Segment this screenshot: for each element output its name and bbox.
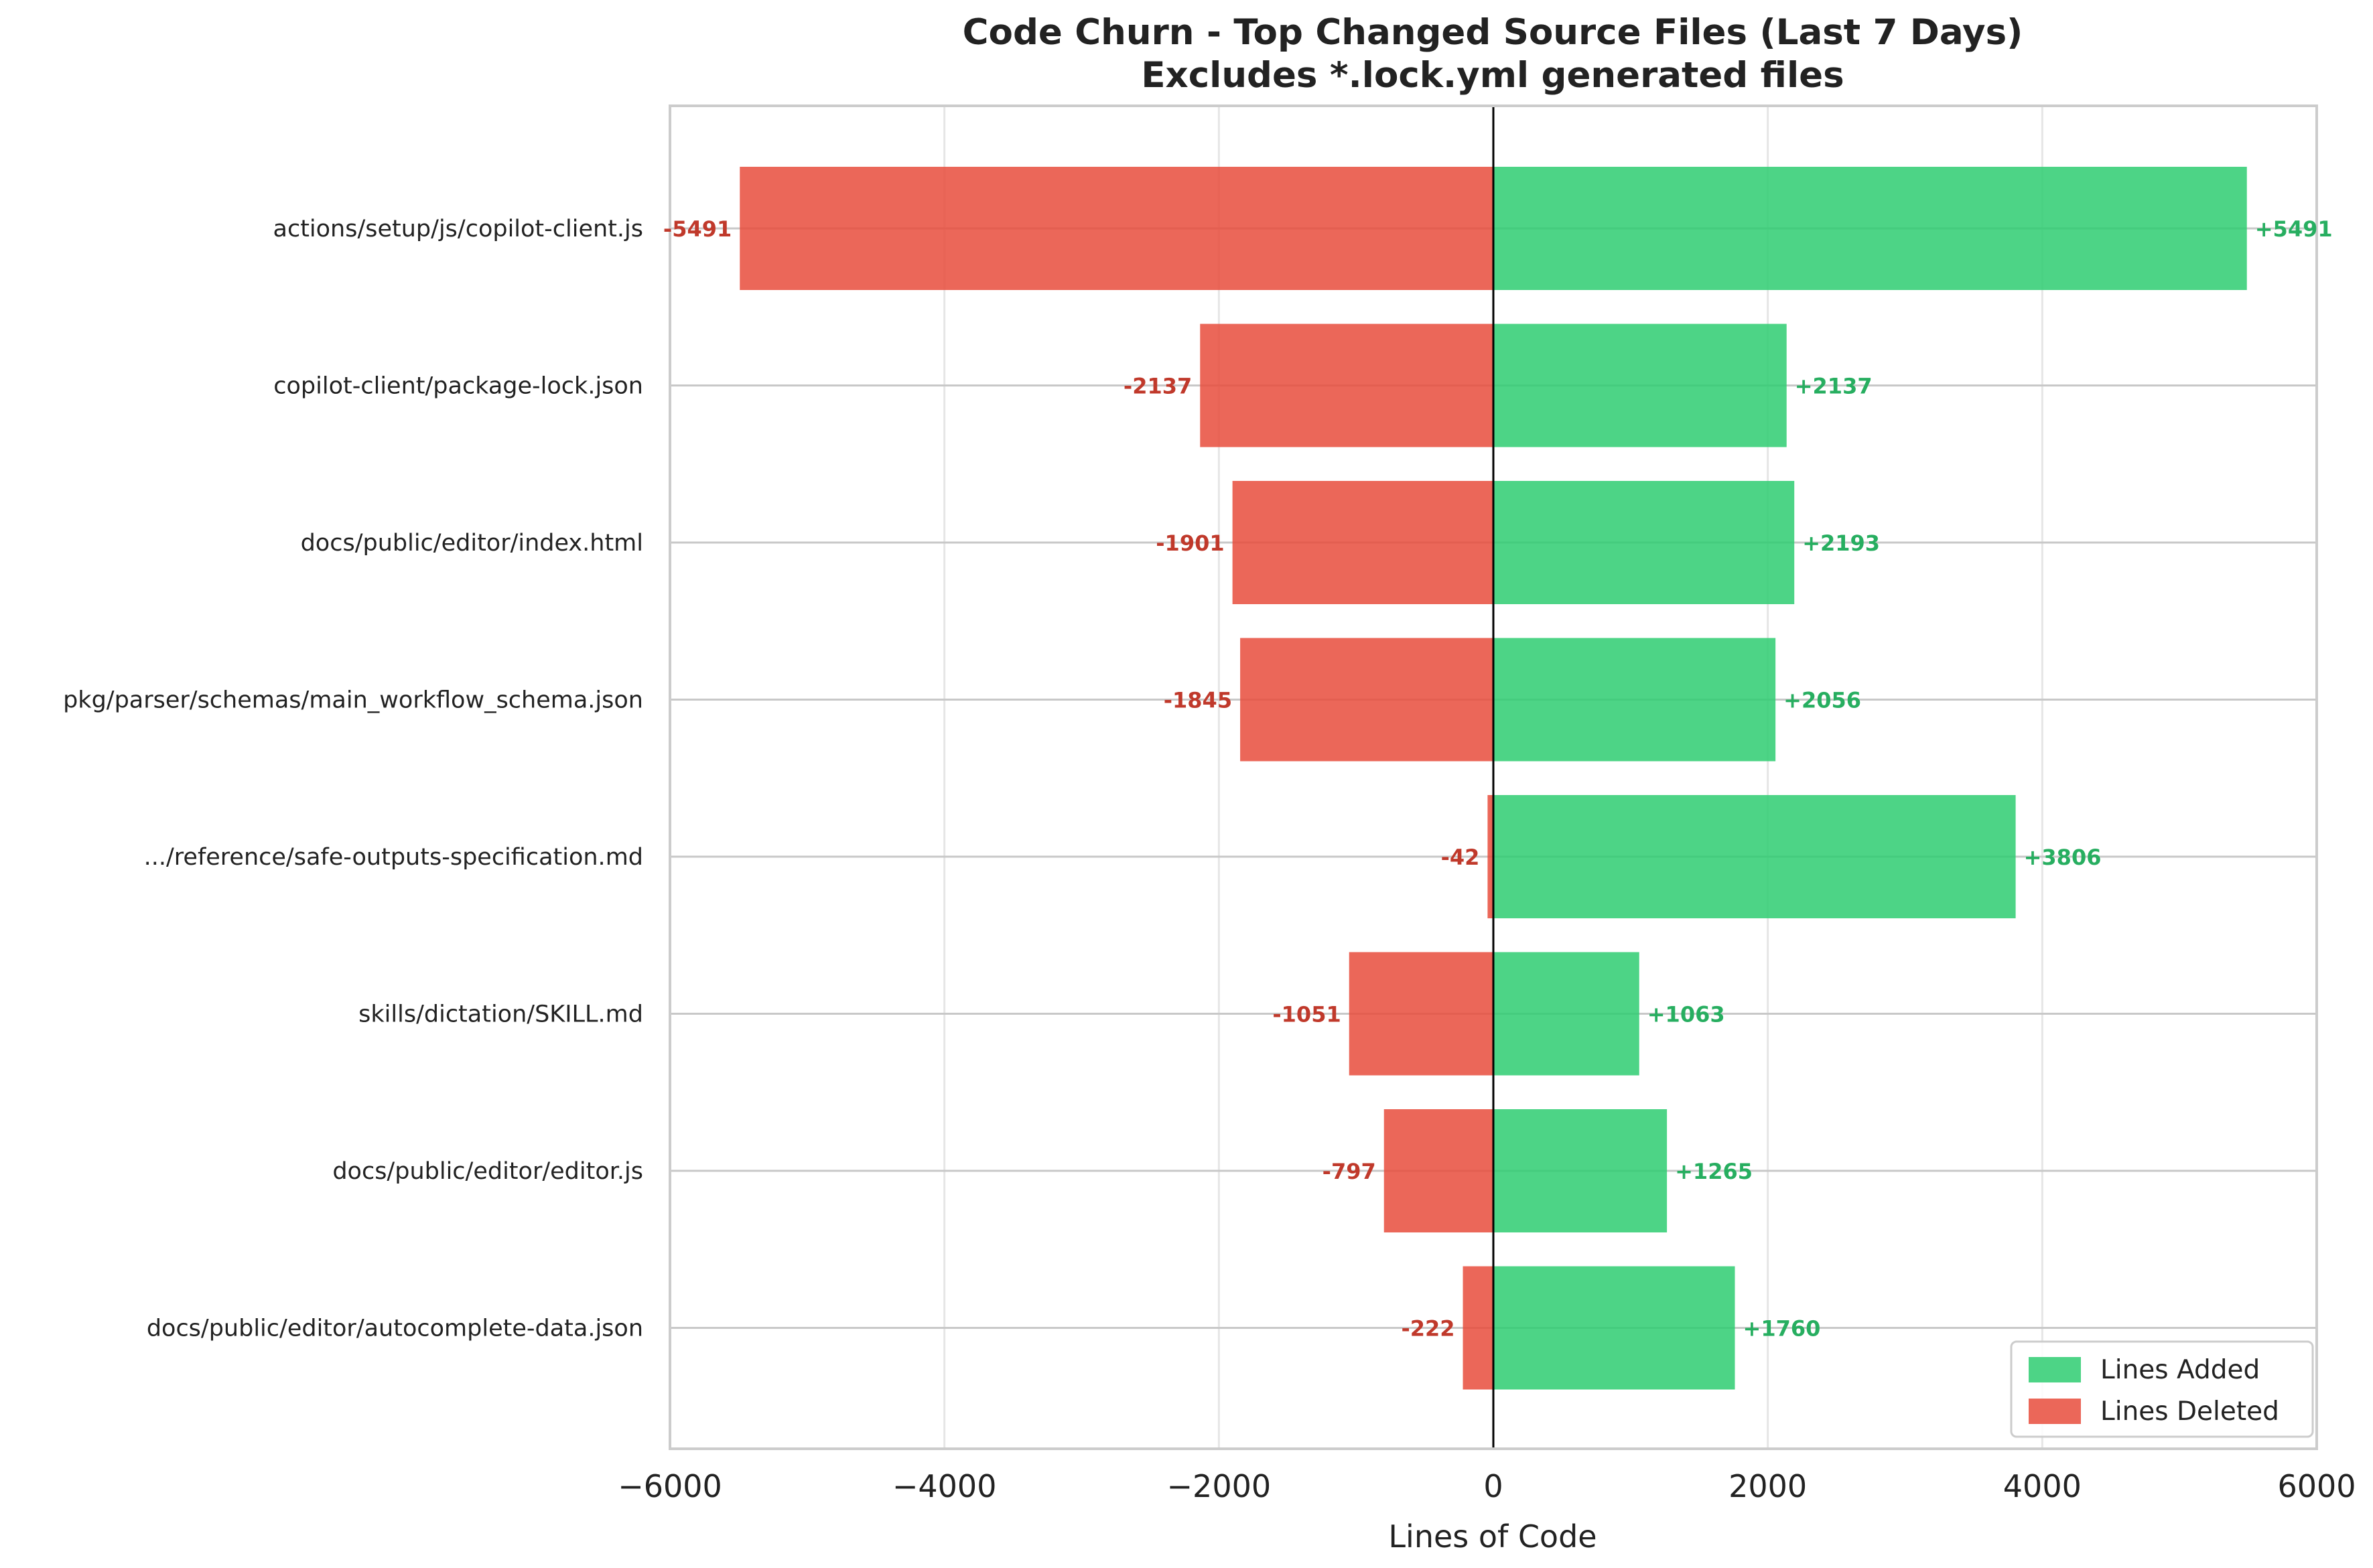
x-tick-label: 2000 <box>1728 1468 1807 1504</box>
data-label-lines-added-7: +1265 <box>1675 1159 1753 1184</box>
data-label-lines-added-2: +2137 <box>1795 374 1873 399</box>
data-label-lines-deleted-5: -42 <box>1441 845 1480 870</box>
x-tick-label: 0 <box>1483 1468 1503 1504</box>
bar-lines-deleted-5 <box>1487 795 1493 918</box>
x-tick-label: −6000 <box>618 1468 722 1504</box>
data-label-lines-added-1: +5491 <box>2255 216 2333 242</box>
bar-lines-added-5 <box>1493 795 2016 918</box>
legend-box <box>2010 1340 2314 1438</box>
bar-lines-added-4 <box>1493 638 1776 762</box>
x-tick-label: 4000 <box>2003 1468 2082 1504</box>
legend-label-lines-added: Lines Added <box>2100 1355 2260 1385</box>
bar-lines-added-3 <box>1493 481 1795 604</box>
bar-lines-added-1 <box>1493 167 2247 290</box>
bar-lines-added-6 <box>1493 952 1639 1076</box>
x-axis-ticks: −6000 −4000 −2000 0 2000 4000 6000 <box>618 1468 2356 1504</box>
data-label-lines-deleted-2: -2137 <box>1124 374 1192 399</box>
chart-subtitle: Excludes *.lock.yml generated files <box>1141 55 1844 96</box>
bar-lines-added-7 <box>1493 1109 1668 1232</box>
y-tick-label: docs/public/editor/autocomplete-data.jso… <box>147 1315 643 1342</box>
bars <box>740 167 2247 1390</box>
x-tick-label: −2000 <box>1167 1468 1272 1504</box>
data-label-lines-added-4: +2056 <box>1783 688 1861 713</box>
data-label-lines-deleted-1: -5491 <box>663 216 732 242</box>
data-label-lines-deleted-4: -1845 <box>1164 688 1232 713</box>
bar-lines-deleted-6 <box>1349 952 1493 1076</box>
data-label-lines-deleted-8: -222 <box>1401 1316 1454 1342</box>
y-tick-label: docs/public/editor/index.html <box>301 530 643 557</box>
x-tick-label: 6000 <box>2277 1468 2356 1504</box>
x-tick-label: −4000 <box>892 1468 997 1504</box>
data-label-lines-deleted-7: -797 <box>1323 1159 1376 1184</box>
data-label-lines-added-3: +2193 <box>1802 530 1880 556</box>
plot-frame <box>669 104 2318 1450</box>
bar-lines-deleted-8 <box>1463 1266 1493 1390</box>
bar-lines-added-8 <box>1493 1266 1735 1390</box>
y-tick-label: .../reference/safe-outputs-specification… <box>144 844 643 871</box>
bar-lines-deleted-7 <box>1383 1109 1493 1232</box>
data-label-lines-added-8: +1760 <box>1743 1316 1821 1342</box>
y-tick-label: skills/dictation/SKILL.md <box>358 1001 643 1028</box>
data-label-lines-added-6: +1063 <box>1647 1002 1725 1027</box>
y-tick-label: pkg/parser/schemas/main_workflow_schema.… <box>63 687 643 714</box>
legend-swatch-lines-deleted <box>2029 1399 2081 1424</box>
y-tick-label: docs/public/editor/editor.js <box>332 1158 643 1185</box>
y-tick-label: copilot-client/package-lock.json <box>273 373 643 400</box>
legend-label-lines-deleted: Lines Deleted <box>2100 1397 2279 1427</box>
data-label-lines-added-5: +3806 <box>2024 845 2102 870</box>
legend: Lines Added Lines Deleted <box>2010 1340 2314 1438</box>
bar-lines-added-2 <box>1493 324 1787 447</box>
legend-swatch-lines-added <box>2029 1357 2081 1382</box>
bar-lines-deleted-4 <box>1240 638 1493 762</box>
bar-lines-deleted-1 <box>740 167 1493 290</box>
bar-lines-deleted-2 <box>1200 324 1493 447</box>
data-labels: +5491 +2137 +2193 +2056 +3806 +1063 +1265 +1760… <box>663 216 2333 1342</box>
chart-title: Code Churn - Top Changed Source Files (L… <box>963 12 2023 53</box>
bar-lines-deleted-3 <box>1232 481 1493 604</box>
data-label-lines-deleted-6: -1051 <box>1272 1002 1341 1027</box>
y-tick-label: actions/setup/js/copilot-client.js <box>273 216 644 242</box>
x-axis-label: Lines of Code <box>1388 1518 1597 1555</box>
y-axis-ticks: actions/setup/js/copilot-client.js copilo… <box>63 216 643 1342</box>
data-label-lines-deleted-3: -1901 <box>1156 530 1224 556</box>
